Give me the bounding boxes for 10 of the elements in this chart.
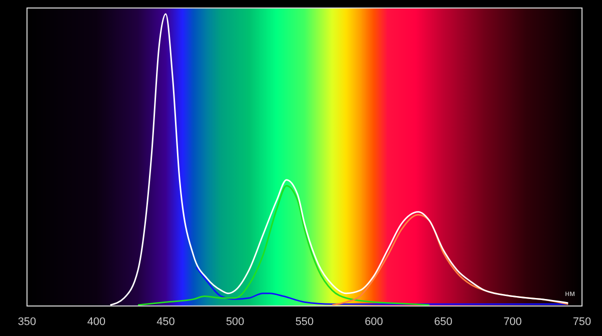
x-tick-label: 350	[18, 316, 36, 328]
x-axis-title: нм	[565, 289, 575, 298]
x-tick-label: 400	[87, 316, 106, 328]
x-tick-label: 600	[364, 316, 384, 328]
x-tick-label: 450	[156, 316, 175, 328]
x-tick-label: 550	[295, 316, 314, 328]
x-tick-label: 650	[434, 316, 452, 328]
x-tick-label: 500	[226, 316, 244, 328]
x-tick-label: 750	[572, 316, 592, 328]
x-tick-label: 700	[503, 316, 522, 328]
